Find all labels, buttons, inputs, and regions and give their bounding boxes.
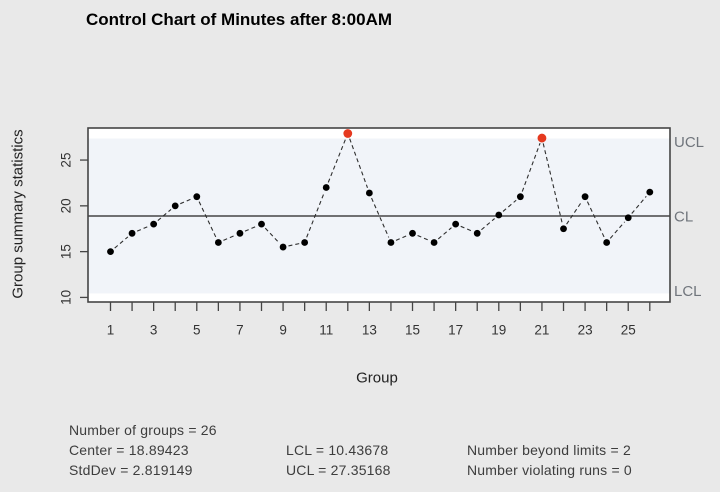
data-point [301, 239, 309, 246]
x-tick-label: 1 [107, 323, 115, 338]
ucl-label: UCL [674, 134, 704, 151]
beyond-limit-point [537, 133, 547, 143]
data-connect-line [264, 227, 280, 244]
data-connect-line [609, 221, 626, 239]
x-tick-label: 3 [150, 323, 158, 338]
stat-stddev: StdDev = 2.819149 [69, 462, 193, 478]
data-point [387, 239, 395, 246]
data-connect-line [481, 218, 495, 231]
data-connect-line [306, 192, 325, 238]
x-tick-label: 5 [193, 323, 201, 338]
data-connect-line [371, 197, 390, 238]
data-connect-line [521, 143, 541, 192]
data-point [365, 189, 373, 197]
data-connect-line [244, 225, 257, 232]
data-point [258, 220, 265, 228]
data-point [128, 229, 136, 237]
stat-center: Center = 18.89423 [69, 442, 189, 458]
data-point [646, 188, 654, 196]
x-axis-title: Group [356, 370, 398, 387]
data-point [409, 229, 416, 237]
data-connect-line [349, 138, 369, 189]
stat-number-of-groups: Number of groups = 26 [69, 422, 217, 438]
y-tick-label: 10 [59, 290, 74, 305]
x-tick-label: 23 [578, 323, 593, 338]
data-connect-line [223, 234, 236, 241]
data-connect-line [631, 195, 647, 214]
data-point [516, 193, 524, 201]
data-point [107, 248, 114, 256]
data-point [322, 184, 330, 191]
lcl-label: LCL [674, 283, 702, 300]
data-point [214, 239, 222, 246]
x-tick-label: 9 [279, 323, 287, 338]
plot-border [87, 127, 671, 303]
data-connect-line [157, 208, 172, 222]
data-point [581, 193, 589, 201]
data-point [171, 202, 179, 210]
data-connect-line [502, 199, 517, 212]
data-point [430, 239, 438, 246]
data-point [150, 220, 158, 228]
y-tick-label: 25 [59, 153, 74, 168]
data-point [193, 193, 201, 201]
x-tick-label: 7 [236, 323, 244, 338]
data-point [473, 229, 481, 237]
beyond-limit-point [343, 129, 353, 138]
x-tick-label: 21 [534, 323, 549, 338]
data-connect-line [437, 227, 452, 240]
data-connect-line [395, 234, 408, 241]
data-connect-line [180, 198, 192, 205]
data-connect-line [136, 225, 149, 232]
data-point [495, 211, 503, 219]
y-tick-label: 20 [59, 198, 74, 213]
x-tick-label: 17 [448, 323, 463, 338]
data-point [624, 214, 632, 222]
data-point [279, 243, 287, 251]
cl-label: CL [674, 208, 693, 225]
x-tick-label: 19 [491, 323, 506, 338]
data-connect-line [288, 243, 300, 247]
x-tick-label: 15 [405, 323, 420, 338]
data-connect-line [114, 236, 129, 249]
data-connect-line [327, 138, 347, 183]
x-tick-label: 13 [362, 323, 377, 338]
data-point [603, 239, 611, 246]
x-tick-label: 11 [319, 323, 333, 338]
data-point [452, 220, 460, 228]
x-tick-label: 25 [621, 323, 636, 338]
data-connect-line [460, 225, 473, 232]
stat-violating-runs: Number violating runs = 0 [467, 462, 632, 478]
data-point [560, 225, 567, 233]
chart-title: Control Chart of Minutes after 8:00AM [86, 10, 393, 29]
data-connect-line [417, 234, 430, 241]
stat-lcl: LCL = 10.43678 [286, 442, 389, 458]
y-axis-title: Group summary statistics [10, 129, 27, 298]
y-tick-label: 15 [59, 244, 74, 259]
data-point [236, 229, 244, 237]
stat-ucl: UCL = 27.35168 [286, 462, 391, 478]
data-connect-line [566, 200, 583, 225]
stat-beyond-limits: Number beyond limits = 2 [467, 442, 631, 458]
